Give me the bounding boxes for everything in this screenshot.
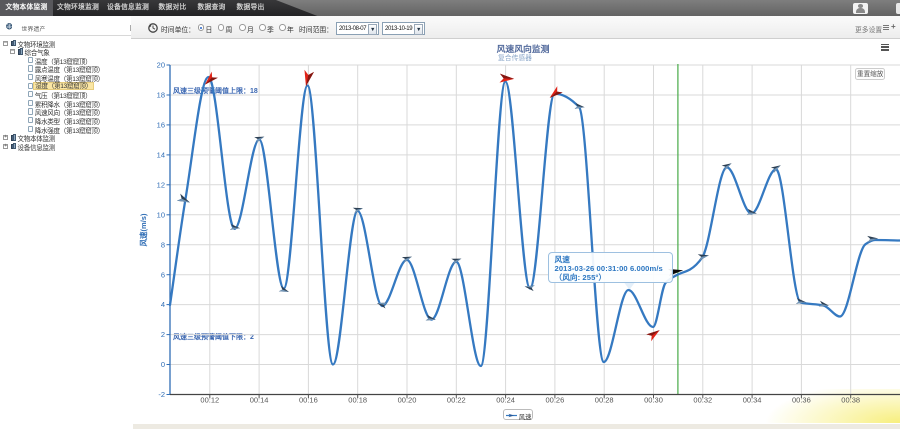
svg-text:00:26: 00:26	[546, 396, 565, 405]
svg-text:00:12: 00:12	[200, 396, 219, 405]
svg-text:00:36: 00:36	[792, 396, 811, 405]
svg-text:00:22: 00:22	[447, 396, 466, 405]
svg-text:20: 20	[157, 61, 165, 70]
svg-text:00:16: 00:16	[299, 396, 318, 405]
svg-text:00:34: 00:34	[743, 396, 762, 405]
svg-text:12: 12	[157, 180, 165, 189]
svg-text:00:18: 00:18	[348, 396, 367, 405]
svg-text:00:32: 00:32	[693, 396, 712, 405]
svg-text:16: 16	[157, 121, 165, 130]
svg-text:18: 18	[157, 91, 165, 100]
svg-text:-2: -2	[158, 390, 165, 399]
svg-text:00:38: 00:38	[841, 396, 860, 405]
svg-text:8: 8	[161, 240, 165, 249]
svg-text:00:24: 00:24	[496, 396, 515, 405]
svg-text:00:20: 00:20	[398, 396, 417, 405]
svg-text:10: 10	[157, 210, 165, 219]
svg-text:0: 0	[161, 360, 165, 369]
svg-text:6: 6	[161, 270, 165, 279]
svg-text:00:14: 00:14	[250, 396, 269, 405]
svg-text:00:28: 00:28	[595, 396, 614, 405]
svg-text:4: 4	[161, 300, 165, 309]
svg-text:00:30: 00:30	[644, 396, 663, 405]
svg-text:2: 2	[161, 330, 165, 339]
svg-text:14: 14	[157, 151, 165, 160]
svg-text:风速(m/s): 风速(m/s)	[138, 213, 148, 246]
